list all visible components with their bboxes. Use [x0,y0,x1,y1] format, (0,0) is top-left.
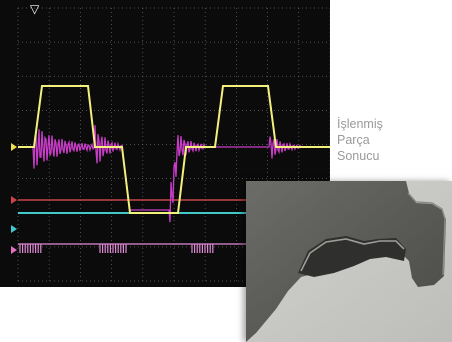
trigger-marker-icon: ▽ [30,2,40,16]
caption-line-2: Parça [337,133,370,147]
tab-edge-highlight [407,192,446,276]
oscilloscope-display: ▽ [0,0,330,287]
square-wave-trace [18,85,330,214]
machined-part-photo [246,181,452,342]
channel-2-marker-icon [11,196,17,204]
oscillation-trace [18,125,330,223]
cut-pocket [298,236,406,277]
result-caption: İşlenmiş Parça Sonucu [337,116,447,164]
channel-3-marker-icon [11,225,17,233]
channel-4-marker-icon [11,246,17,254]
channel-markers [11,143,17,254]
cut-edge-highlight [300,238,405,272]
caption-line-1: İşlenmiş [337,117,383,131]
channel-1-marker-icon [11,143,17,151]
caption-line-3: Sonucu [337,149,380,163]
